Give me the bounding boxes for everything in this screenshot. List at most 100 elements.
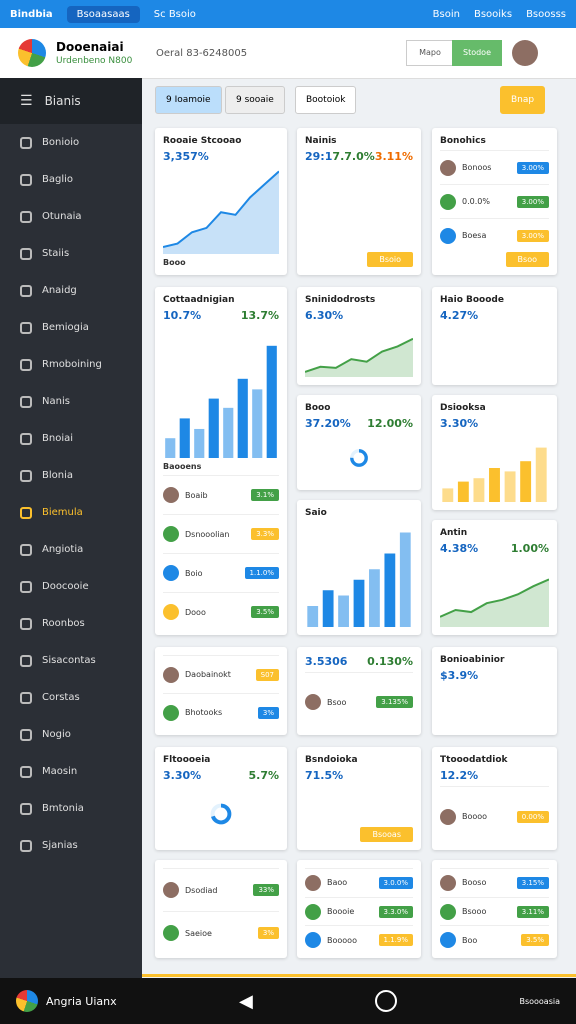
card-stats: 71.5% [305,769,413,782]
footer-app[interactable]: Angria Uianx [16,990,117,1012]
app-name[interactable]: Bindbia [10,8,53,20]
sidebar-icon [20,321,32,334]
row-badge: 3.00% [516,229,549,242]
avatar[interactable] [512,40,538,66]
sidebar-item[interactable]: Bemiogia [0,309,142,346]
action-button[interactable]: Bnap [500,86,546,114]
bar [338,595,349,627]
card-note: Booo [163,258,186,267]
sidebar-icon [20,210,32,223]
stat: 12.2% [440,769,479,782]
sidebar-item[interactable]: Nogio [0,716,142,753]
sidebar-label: Anaidg [42,285,77,296]
back-button[interactable]: ◀ [238,990,253,1012]
card-stats: 6.30% [305,309,413,322]
sidebar-item[interactable]: Doocooie [0,568,142,605]
card: Antin 4.38% 1.00% [432,520,557,635]
chart [210,803,232,825]
card-title: Bonohics [440,136,486,146]
bar [457,481,469,502]
sidebar-item[interactable]: Corstas [0,679,142,716]
sidebar-item[interactable]: Maosin [0,753,142,790]
bar [520,461,532,502]
sidebar-label: Sjanias [42,840,78,851]
avatar [305,932,321,949]
row-label: Boo [462,935,478,945]
header-button[interactable]: Mapo [406,40,454,66]
filter-button[interactable]: 9 Ioamoie [155,86,222,114]
header-title: Dooenaiai [56,40,124,54]
card-button[interactable]: Bsooas [360,827,413,842]
avatar [163,565,179,581]
header-button[interactable]: Stodoe [452,40,502,66]
top-item[interactable]: Bsoosss [526,8,566,20]
sidebar-icon [20,506,32,519]
sidebar-item[interactable]: Bonioio [0,124,142,161]
sidebar-item[interactable]: Sjanias [0,827,142,864]
sidebar-item[interactable]: Bnoiai [0,420,142,457]
bar [252,389,263,458]
list-row: Booso 3.15% [440,868,549,893]
sidebar-icon [20,617,32,630]
sidebar-item[interactable]: Angiotia [0,531,142,568]
filter-button[interactable]: Bootoiok [295,86,357,114]
sidebar-item[interactable]: Baglio [0,161,142,198]
list-row: Dooo 3.5% [163,592,279,627]
bar [208,398,219,458]
top-item[interactable]: Bsoin [432,8,460,20]
sidebar-item[interactable]: Bmtonia [0,790,142,827]
card: Dsodiad 33% Saeioe 3% [155,860,287,958]
footer-logo [16,990,38,1012]
card-title: Sninidodrosts [305,295,376,305]
row-label: Dooo [185,607,206,617]
bar [165,438,176,458]
sidebar-item[interactable]: Sisacontas [0,642,142,679]
card-button[interactable]: Bsoio [367,252,413,267]
sidebar-item[interactable]: Blonia [0,457,142,494]
search[interactable]: Bsoaasaas [66,5,140,23]
menu-icon[interactable]: ☰ [20,93,33,109]
list-row: Saeioe 3% [163,911,279,950]
stat: 0.130% [367,655,413,668]
card: Cottaadnigian 10.7% 13.7% Baooens Boaib 3.1% D… [155,287,287,635]
card: Booso 3.15% Bsooo 3.11% Boo 3.5% [432,860,557,958]
home-button[interactable] [375,990,398,1012]
card: Bonioabinior $3.9% [432,647,557,735]
bar [322,590,334,627]
bar [489,468,500,502]
list-row: Bsoo 3.135% [305,672,413,727]
sidebar-label: Doocooie [42,581,89,592]
sidebar-item[interactable]: Staiis [0,235,142,272]
bar [237,378,248,458]
filter-button[interactable]: 9 sooaie [225,86,285,114]
card-button[interactable]: Bsoo [505,252,549,267]
bar [179,418,190,458]
row-label: Boooie [327,907,355,916]
sidebar-item[interactable]: Otunaia [0,198,142,235]
row-badge: S07 [255,668,279,681]
sidebar-item[interactable]: Rmoboining [0,346,142,383]
sidebar-label: Blonia [42,470,74,481]
stat: 5.7% [248,769,279,782]
top-item[interactable]: Sc Bsoio [153,8,196,20]
bar [223,407,234,458]
avatar [163,925,179,941]
card-stats: 12.2% [440,769,549,782]
sidebar-icon [20,173,32,186]
stat: 29:1 [305,150,333,163]
sidebar-icon [20,358,32,371]
row-label: Bonoos [462,163,492,172]
sidebar-item[interactable]: Roonbos [0,605,142,642]
sidebar-item[interactable]: Anaidg [0,272,142,309]
bar [384,553,396,627]
card: Saio [297,500,421,635]
sidebar-item[interactable]: Biemula [0,494,142,531]
top-item[interactable]: Bsooiks [473,8,513,20]
sidebar-item[interactable]: Nanis [0,383,142,420]
list-row: Dsodiad 33% [163,868,279,907]
row-label: Booooo [327,935,357,945]
sidebar-label: Bonioio [42,137,80,148]
top-bar: Bindbia Bsoaasaas Sc Bsoio Bsoin Bsooiks… [0,0,576,28]
row-badge: 3% [257,706,279,719]
